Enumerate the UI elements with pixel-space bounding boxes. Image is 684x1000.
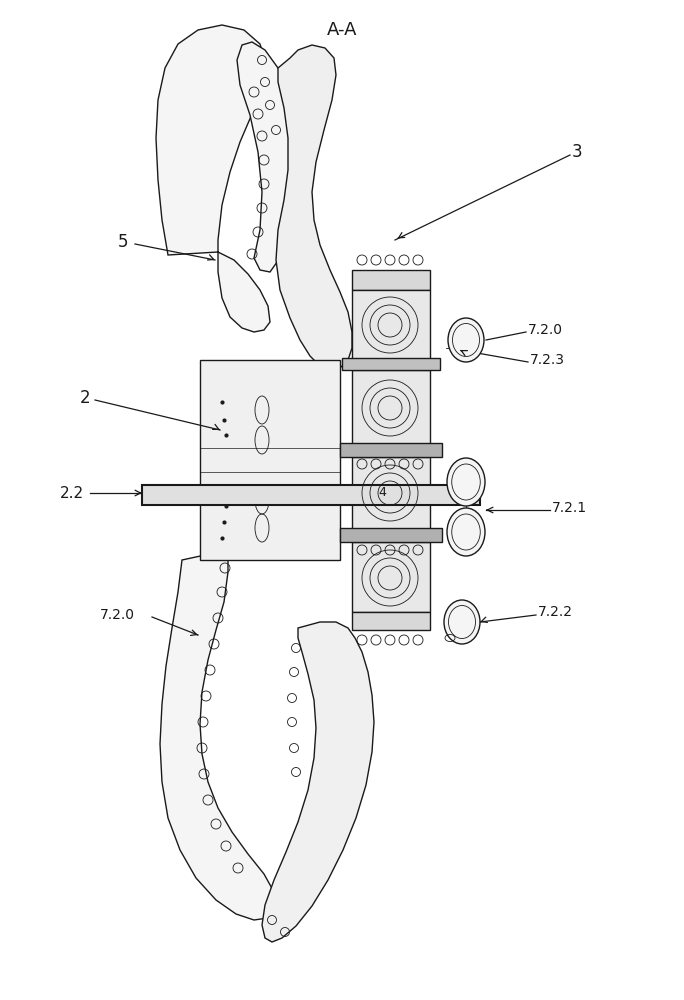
Text: 3: 3 (572, 143, 583, 161)
Text: 2.2: 2.2 (60, 486, 84, 500)
Polygon shape (237, 42, 300, 272)
Ellipse shape (444, 600, 480, 644)
Polygon shape (340, 528, 442, 542)
Text: 7.2.0: 7.2.0 (528, 323, 563, 337)
Polygon shape (200, 360, 340, 560)
Text: 7.2.3: 7.2.3 (530, 353, 565, 367)
Polygon shape (352, 612, 430, 630)
Polygon shape (276, 45, 352, 370)
Polygon shape (156, 25, 270, 332)
Text: A-A: A-A (327, 21, 357, 39)
Text: 2: 2 (80, 389, 90, 407)
Ellipse shape (447, 508, 485, 556)
Polygon shape (352, 542, 430, 612)
Polygon shape (352, 457, 430, 530)
Polygon shape (352, 290, 430, 360)
Polygon shape (352, 370, 430, 445)
Text: 4: 4 (378, 487, 386, 499)
Polygon shape (342, 358, 440, 370)
Polygon shape (262, 622, 374, 942)
Polygon shape (142, 485, 480, 505)
Ellipse shape (448, 318, 484, 362)
Text: 7.2.2: 7.2.2 (538, 605, 573, 619)
Text: 7.2.0: 7.2.0 (100, 608, 135, 622)
Polygon shape (160, 550, 276, 920)
Ellipse shape (447, 458, 485, 506)
Polygon shape (352, 270, 430, 290)
Text: 7.2.1: 7.2.1 (552, 501, 587, 515)
Polygon shape (340, 443, 442, 457)
Text: 5: 5 (118, 233, 129, 251)
